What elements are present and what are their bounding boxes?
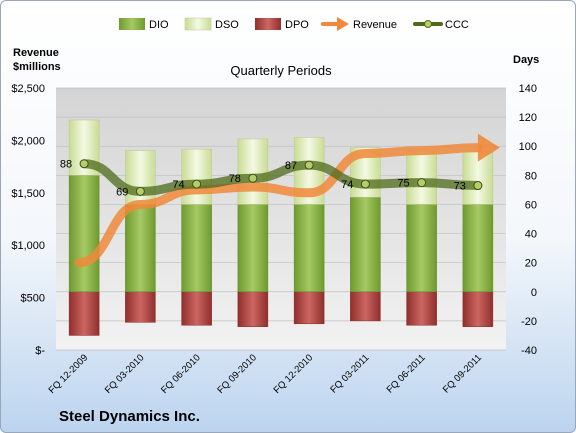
left-tick-label: $500 [21,293,45,305]
legend-ccc-line-icon [413,20,443,28]
dso-bar [181,148,212,205]
category-label: FQ 06-2011 [385,352,428,395]
category-label: FQ 09-2011 [441,352,484,395]
left-tick-label: $1,500 [11,188,45,200]
ccc-series: 88 69 74 78 87 74 75 73 [60,159,483,198]
dpo-bar [406,291,437,326]
left-axis-ticks: $- $500 $1,000 $1,500 $2,000 $2,500 [11,83,45,357]
right-tick-label: 100 [519,141,537,153]
bars [68,119,494,336]
dio-bar [68,175,100,293]
category-label: FQ 03-2010 [103,352,147,396]
legend-dso-swatch [184,17,212,31]
ccc-point [304,160,314,170]
ccc-data-label: 87 [285,160,297,172]
ccc-data-label: 78 [229,173,241,185]
category-label: FQ 03-2011 [328,352,371,395]
legend-dso-label: DSO [215,19,239,31]
dio-bar [181,204,212,293]
ccc-data-label: 74 [341,179,353,191]
left-tick-label: $1,000 [11,240,45,252]
right-tick-label: 140 [519,83,537,95]
right-axis-ticks: -40 -20 0 20 40 60 80 100 120 140 [519,83,537,357]
dpo-bar [462,291,494,327]
dio-bar [462,204,494,293]
right-tick-label: 80 [525,170,537,182]
right-tick-label: 120 [519,112,537,124]
ccc-point [192,179,202,189]
dio-bar [293,204,325,293]
revenue-arrowhead [477,133,500,162]
company-name: Steel Dynamics Inc. [59,408,200,425]
legend-dpo-swatch [255,18,281,30]
ccc-point [473,181,483,191]
category-label: FQ 12-2009 [47,352,91,396]
category-labels: FQ 12-2009 FQ 03-2010 FQ 06-2010 FQ 09-2010… [47,352,484,396]
dpo-bar [237,291,269,327]
dpo-bar [293,291,325,325]
left-tick-label: $2,000 [11,135,45,147]
left-axis-label-line2: $millions [13,61,61,73]
left-axis-label-line1: Revenue [13,47,59,59]
dso-bar [406,150,437,205]
dpo-bar [68,291,100,336]
dio-bar [350,196,381,293]
legend-dio-swatch [119,18,145,30]
ccc-data-label: 74 [172,179,184,191]
left-tick-label: $2,500 [11,83,45,95]
legend: DIO DSO DPO Revenue CCC [119,17,469,31]
legend-dpo-label: DPO [285,19,309,31]
dpo-bar [350,291,381,322]
ccc-data-label: 75 [397,178,409,190]
revenue-line [74,143,483,268]
ccc-data-label: 73 [454,181,466,193]
ccc-data-label: 88 [60,159,72,171]
ccc-point [79,159,89,169]
right-axis-label: Days [513,54,539,66]
category-label: FQ 09-2010 [215,352,259,396]
dso-bar [237,138,269,205]
dpo-bar [181,291,212,326]
dpo-bar [125,291,156,323]
dio-bar [406,204,437,293]
legend-ccc-label: CCC [445,19,469,31]
ccc-data-label: 69 [116,186,128,198]
ccc-point [135,186,145,196]
ccc-point [248,173,258,183]
legend-dio-label: DIO [149,19,169,31]
right-tick-label: -20 [521,316,537,328]
dio-bar [237,204,269,293]
dio-bar [125,204,156,293]
right-tick-label: 40 [525,229,537,241]
right-tick-label: 60 [525,199,537,211]
chart-subtitle: Quarterly Periods [230,63,332,78]
legend-revenue-arrow-icon [321,17,349,31]
category-label: FQ 06-2010 [159,352,203,396]
right-tick-label: 20 [525,258,537,270]
left-tick-label: $- [35,345,45,357]
revenue-series [74,133,500,268]
ccc-point [417,178,427,188]
right-tick-label: -40 [521,345,537,357]
ccc-point [360,179,370,189]
right-tick-label: 0 [531,287,537,299]
dso-bar [125,150,156,205]
legend-revenue-label: Revenue [353,19,397,31]
category-label: FQ 12-2010 [272,352,316,396]
